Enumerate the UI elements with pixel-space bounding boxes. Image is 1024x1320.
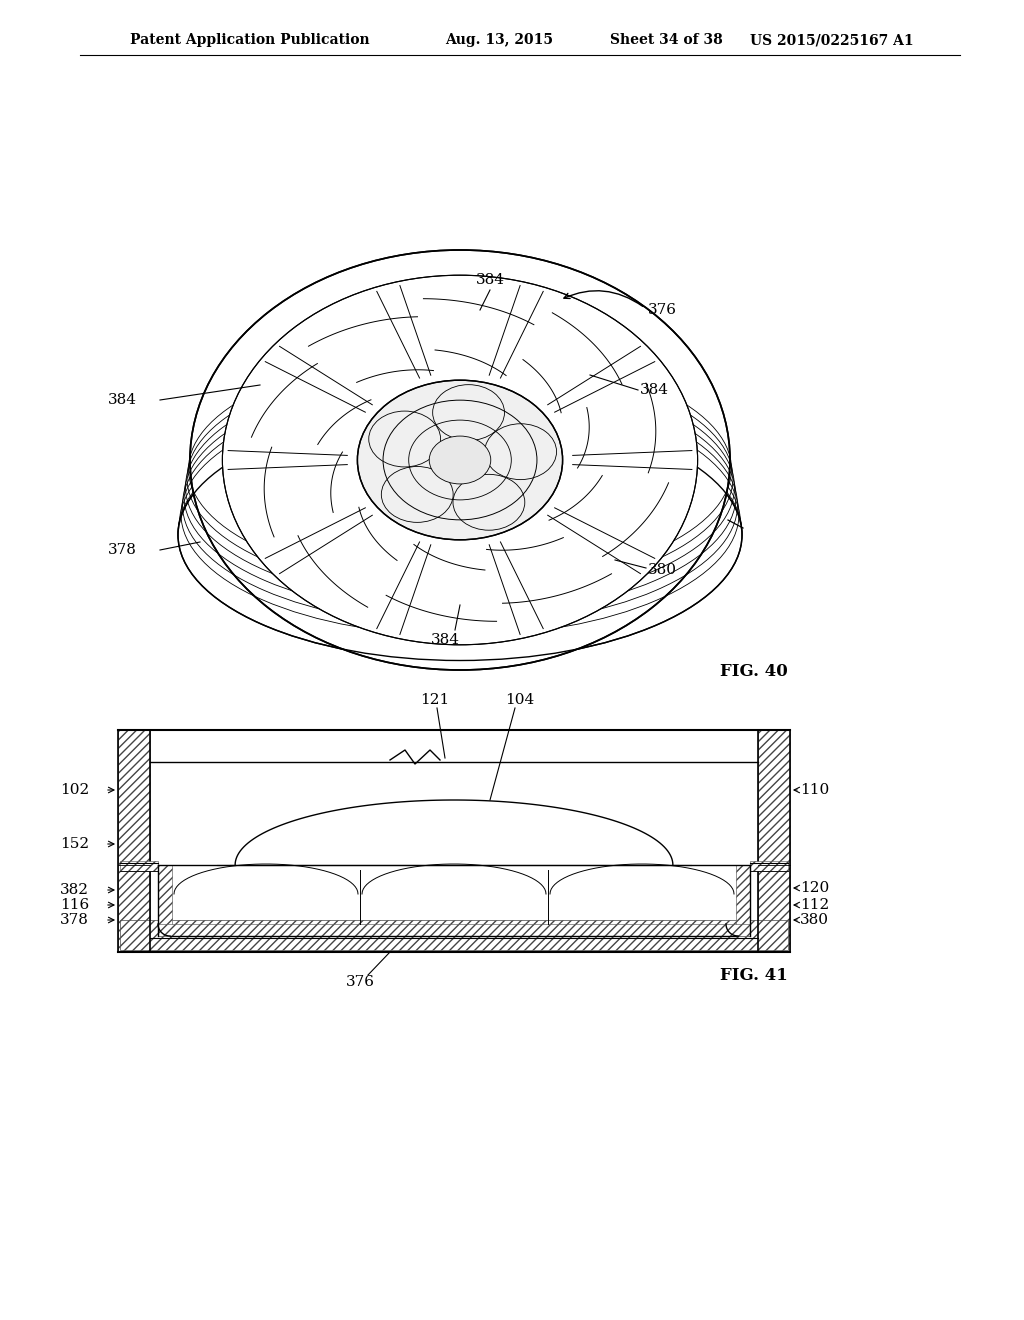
Text: 384: 384 bbox=[108, 393, 137, 407]
Ellipse shape bbox=[178, 409, 742, 660]
Text: 121: 121 bbox=[421, 693, 450, 708]
Text: 384: 384 bbox=[640, 383, 669, 397]
Bar bbox=[158, 924, 750, 936]
Bar bbox=[758, 730, 790, 952]
Text: Sheet 34 of 38: Sheet 34 of 38 bbox=[610, 33, 723, 48]
Text: 380: 380 bbox=[648, 564, 677, 577]
Text: 376: 376 bbox=[648, 304, 677, 317]
Ellipse shape bbox=[357, 380, 562, 540]
Text: FIG. 40: FIG. 40 bbox=[720, 664, 787, 681]
Text: 104: 104 bbox=[506, 693, 535, 708]
Bar bbox=[158, 865, 172, 936]
Text: Aug. 13, 2015: Aug. 13, 2015 bbox=[445, 33, 553, 48]
Text: 102: 102 bbox=[60, 783, 89, 797]
Text: 110: 110 bbox=[800, 783, 829, 797]
Bar bbox=[120, 861, 158, 871]
Bar bbox=[736, 865, 750, 936]
Text: US 2015/0225167 A1: US 2015/0225167 A1 bbox=[750, 33, 913, 48]
Text: 378: 378 bbox=[108, 543, 137, 557]
Text: 380: 380 bbox=[800, 913, 829, 927]
Ellipse shape bbox=[429, 436, 490, 484]
Text: 376: 376 bbox=[345, 975, 375, 989]
Bar bbox=[118, 730, 150, 952]
Text: 384: 384 bbox=[430, 634, 460, 647]
Text: 116: 116 bbox=[60, 898, 89, 912]
Text: 152: 152 bbox=[60, 837, 89, 851]
Text: FIG. 41: FIG. 41 bbox=[720, 966, 787, 983]
Text: 120: 120 bbox=[800, 880, 829, 895]
Text: 384: 384 bbox=[475, 273, 505, 286]
Text: 112: 112 bbox=[800, 898, 829, 912]
Bar bbox=[750, 861, 788, 871]
Bar bbox=[758, 730, 790, 952]
Text: Patent Application Publication: Patent Application Publication bbox=[130, 33, 370, 48]
Bar bbox=[120, 920, 788, 950]
Ellipse shape bbox=[222, 275, 697, 644]
Text: 378: 378 bbox=[60, 913, 89, 927]
Text: 382: 382 bbox=[60, 883, 89, 898]
Ellipse shape bbox=[190, 249, 730, 671]
Bar bbox=[118, 730, 150, 952]
